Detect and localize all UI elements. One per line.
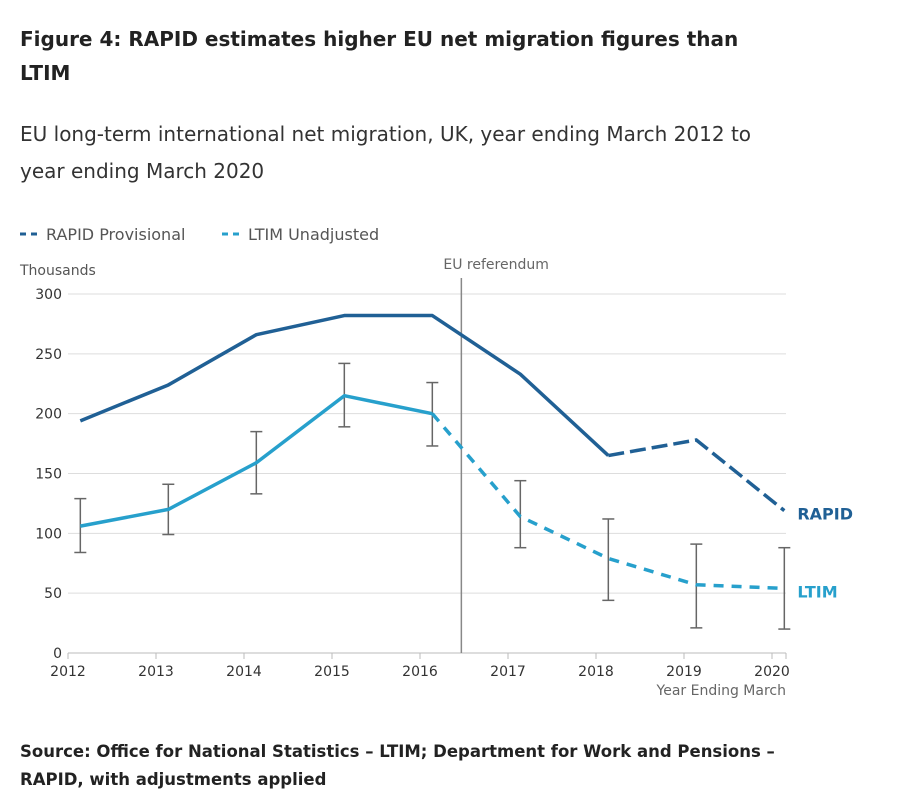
- source-note: Source: Office for National Statistics –…: [20, 742, 775, 789]
- eu-referendum-label: EU referendum: [443, 257, 548, 273]
- legend-label-rapid: RAPID Provisional: [46, 225, 185, 244]
- x-tick-label: 2017: [490, 664, 526, 680]
- y-tick-label: 100: [35, 526, 62, 542]
- x-tick-label: 2013: [138, 664, 174, 680]
- y-axis-label: Thousands: [19, 263, 96, 279]
- x-tick-label: 2020: [754, 664, 790, 680]
- x-axis-label: Year Ending March: [656, 683, 786, 699]
- y-tick-label: 50: [44, 586, 62, 602]
- y-tick-label: 150: [35, 467, 62, 483]
- legend-label-ltim: LTIM Unadjusted: [248, 225, 379, 244]
- series-label-ltim: LTIM: [797, 582, 837, 601]
- y-tick-label: 300: [35, 287, 62, 303]
- x-tick-label: 2014: [226, 664, 262, 680]
- x-tick-label: 2016: [402, 664, 438, 680]
- series-label-rapid: RAPID: [797, 505, 853, 524]
- x-tick-label: 2018: [578, 664, 614, 680]
- chart-title: Figure 4: RAPID estimates higher EU net …: [20, 27, 739, 85]
- x-tick-label: 2015: [314, 664, 350, 680]
- series-line-provisional-rapid: [608, 438, 786, 512]
- series-line-ltim: [79, 393, 433, 528]
- series-line-provisional-ltim: [430, 412, 785, 591]
- legend: RAPID Provisional LTIM Unadjusted: [20, 225, 379, 244]
- x-tick-label: 2012: [50, 664, 86, 680]
- chart-subtitle: EU long-term international net migration…: [20, 122, 752, 183]
- y-tick-label: 200: [35, 407, 62, 423]
- x-tick-label: 2019: [666, 664, 702, 680]
- y-tick-label: 250: [35, 347, 62, 363]
- y-tick-label: 0: [53, 646, 62, 662]
